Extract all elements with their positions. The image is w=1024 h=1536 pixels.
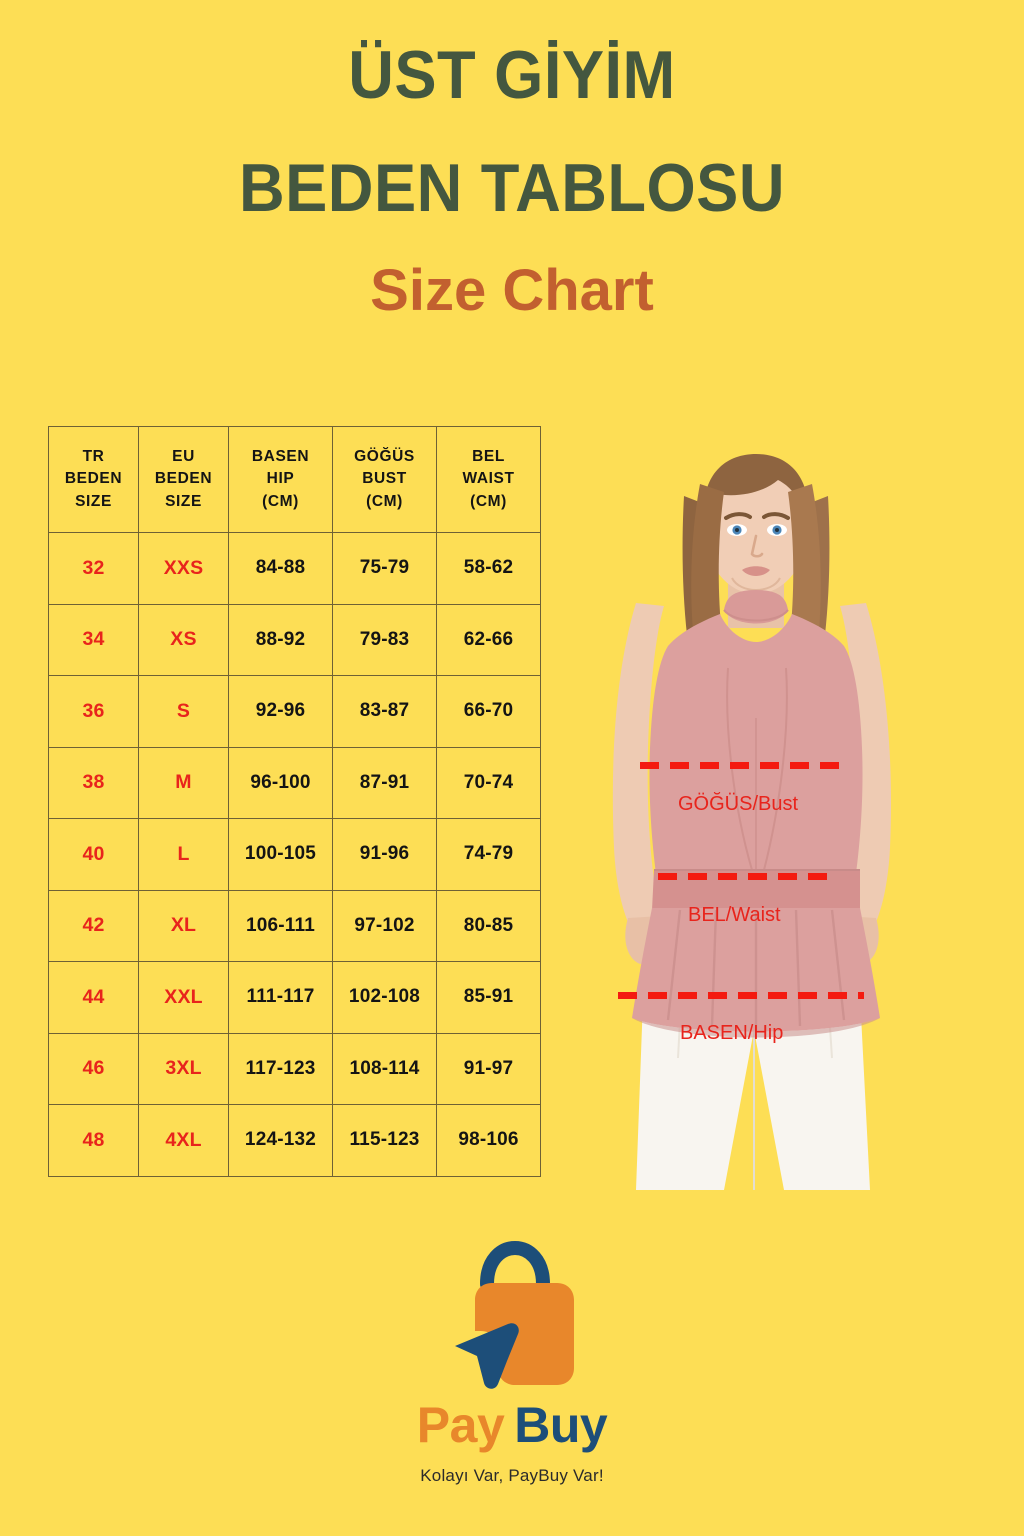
header-line: (CM) <box>262 492 299 510</box>
cell-tr-size: 40 <box>48 818 139 891</box>
cell-hip: 84-88 <box>228 532 333 605</box>
cell-tr-size: 42 <box>48 889 139 962</box>
header-line: SIZE <box>75 492 112 510</box>
table-row: 36 S 92-96 83-87 66-70 <box>48 675 541 748</box>
cell-hip: 117-123 <box>228 1032 333 1105</box>
cell-bust: 83-87 <box>332 675 437 748</box>
column-header-bust: GÖĞÜS BUST (CM) <box>332 426 437 533</box>
cell-eu-size: XS <box>138 603 229 676</box>
column-header-tr-size: TR BEDEN SIZE <box>48 426 139 533</box>
cell-bust: 97-102 <box>332 889 437 962</box>
cell-hip: 106-111 <box>228 889 333 962</box>
page-subtitle: Size Chart <box>370 257 654 323</box>
header-line: BEL <box>472 447 505 465</box>
cell-bust: 79-83 <box>332 603 437 676</box>
table-row: 48 4XL 124-132 115-123 98-106 <box>48 1104 541 1177</box>
cell-tr-size: 34 <box>48 603 139 676</box>
table-row: 32 XXS 84-88 75-79 58-62 <box>48 532 541 605</box>
header-line: (CM) <box>470 492 507 510</box>
cell-hip: 92-96 <box>228 675 333 748</box>
cell-tr-size: 38 <box>48 746 139 819</box>
cell-eu-size: XXL <box>138 961 229 1034</box>
cell-bust: 87-91 <box>332 746 437 819</box>
cell-waist: 85-91 <box>436 961 541 1034</box>
wordmark-buy: Buy <box>514 1397 608 1453</box>
cell-bust: 75-79 <box>332 532 437 605</box>
cell-bust: 108-114 <box>332 1032 437 1105</box>
cell-tr-size: 32 <box>48 532 139 605</box>
shopping-bag-icon <box>454 1240 574 1389</box>
header-line: BEDEN <box>154 470 213 488</box>
header-line: SIZE <box>165 492 202 510</box>
size-chart-table: TR BEDEN SIZE EU BEDEN SIZE BASEN HIP (C… <box>48 426 541 1177</box>
cell-eu-size: 3XL <box>138 1032 229 1105</box>
cell-waist: 91-97 <box>436 1032 541 1105</box>
cell-bust: 115-123 <box>332 1104 437 1177</box>
header-line: BUST <box>362 470 407 488</box>
cell-waist: 70-74 <box>436 746 541 819</box>
page-title-line-2: BEDEN TABLOSU <box>239 150 785 227</box>
header-line: BEDEN <box>64 470 123 488</box>
table-row: 40 L 100-105 91-96 74-79 <box>48 818 541 891</box>
cell-waist: 98-106 <box>436 1104 541 1177</box>
header-line: TR <box>82 447 105 465</box>
header-line: (CM) <box>366 492 403 510</box>
cell-tr-size: 44 <box>48 961 139 1034</box>
cell-waist: 58-62 <box>436 532 541 605</box>
model-illustration <box>612 454 891 1190</box>
cell-eu-size: L <box>138 818 229 891</box>
brand-wordmark: Pay Buy <box>0 1400 1024 1450</box>
cell-bust: 91-96 <box>332 818 437 891</box>
cell-tr-size: 36 <box>48 675 139 748</box>
cell-tr-size: 48 <box>48 1104 139 1177</box>
header-title-block: ÜST GİYİM BEDEN TABLOSU Size Chart <box>0 37 1024 324</box>
column-header-waist: BEL WAIST (CM) <box>436 426 541 533</box>
column-header-eu-size: EU BEDEN SIZE <box>138 426 229 533</box>
brand-logo-block: Pay Buy Kolayı Var, PayBuy Var! <box>0 1232 1024 1486</box>
cell-eu-size: XXS <box>138 532 229 605</box>
cell-waist: 66-70 <box>436 675 541 748</box>
table-row: 46 3XL 117-123 108-114 91-97 <box>48 1032 541 1105</box>
cell-hip: 88-92 <box>228 603 333 676</box>
brand-tagline: Kolayı Var, PayBuy Var! <box>420 1466 604 1485</box>
cell-waist: 62-66 <box>436 603 541 676</box>
table-row: 44 XXL 111-117 102-108 85-91 <box>48 961 541 1034</box>
table-header-row: TR BEDEN SIZE EU BEDEN SIZE BASEN HIP (C… <box>48 426 541 533</box>
cell-eu-size: XL <box>138 889 229 962</box>
header-line: WAIST <box>462 470 515 488</box>
header-line: EU <box>172 447 195 465</box>
table-row: 34 XS 88-92 79-83 62-66 <box>48 603 541 676</box>
header-line: HIP <box>266 470 295 488</box>
table-row: 42 XL 106-111 97-102 80-85 <box>48 889 541 962</box>
cell-waist: 80-85 <box>436 889 541 962</box>
cell-waist: 74-79 <box>436 818 541 891</box>
header-line: GÖĞÜS <box>354 447 415 465</box>
page-title-line-1: ÜST GİYİM <box>348 37 676 113</box>
cell-hip: 100-105 <box>228 818 333 891</box>
cell-hip: 96-100 <box>228 746 333 819</box>
header-line: BASEN <box>251 447 310 465</box>
column-header-hip: BASEN HIP (CM) <box>228 426 333 533</box>
wordmark-pay: Pay <box>416 1397 505 1453</box>
cell-eu-size: M <box>138 746 229 819</box>
cell-tr-size: 46 <box>48 1032 139 1105</box>
model-photo: GÖĞÜS/Bust BEL/Waist BASEN/Hip <box>588 418 928 1190</box>
cell-eu-size: S <box>138 675 229 748</box>
size-chart-table-container: TR BEDEN SIZE EU BEDEN SIZE BASEN HIP (C… <box>48 426 541 1177</box>
table-row: 38 M 96-100 87-91 70-74 <box>48 746 541 819</box>
cell-hip: 124-132 <box>228 1104 333 1177</box>
cell-eu-size: 4XL <box>138 1104 229 1177</box>
cell-hip: 111-117 <box>228 961 333 1034</box>
cell-bust: 102-108 <box>332 961 437 1034</box>
